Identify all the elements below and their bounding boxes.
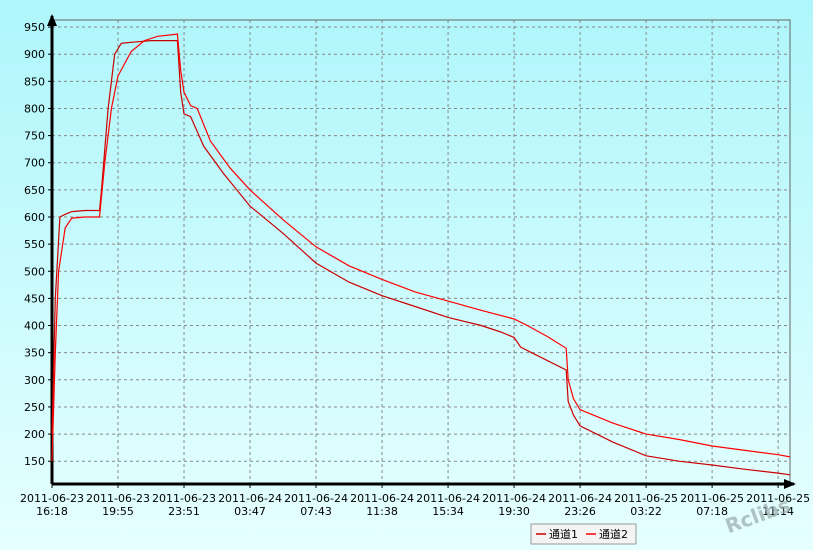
tick-label-line: 2011-06-24 xyxy=(548,492,612,505)
tick-label-line: 15:34 xyxy=(432,505,464,518)
x-tick-label: 2011-06-23 23:51 xyxy=(152,492,216,518)
data-line xyxy=(51,40,791,476)
tick-label-line: 2011-06-25 xyxy=(746,492,810,505)
x-tick-label: 2011-06-23 19:55 xyxy=(86,492,150,518)
tick-label-line: 2011-06-24 xyxy=(350,492,414,505)
tick-label-line: 2011-06-23 xyxy=(20,492,84,505)
x-axis-arrow xyxy=(784,479,796,489)
tick-label-line: 2011-06-24 xyxy=(284,492,348,505)
tick-label-line: 2011-06-25 xyxy=(680,492,744,505)
tick-label-line: 2011-06-25 xyxy=(614,492,678,505)
tick-label-line: 03:22 xyxy=(630,505,662,518)
y-tick-label: 350 xyxy=(24,347,45,360)
tick-label-line: 11:38 xyxy=(366,505,398,518)
y-tick-label: 900 xyxy=(24,48,45,61)
y-tick-label: 300 xyxy=(24,374,45,387)
y-axis-arrow xyxy=(47,14,57,26)
x-tick-label: 2011-06-24 23:26 xyxy=(548,492,612,518)
tick-label-line: 07:43 xyxy=(300,505,332,518)
x-tick-label: 2011-06-25 03:22 xyxy=(614,492,678,518)
tick-label-line: 11:14 xyxy=(762,505,794,518)
y-tick-label: 150 xyxy=(24,455,45,468)
y-tick-label: 450 xyxy=(24,292,45,305)
y-tick-label: 400 xyxy=(24,320,45,333)
y-tick-label: 600 xyxy=(24,211,45,224)
legend-box xyxy=(530,523,637,545)
tick-label-line: 23:51 xyxy=(168,505,200,518)
x-tick-label: 2011-06-25 07:18 xyxy=(680,492,744,518)
tick-label-line: 07:18 xyxy=(696,505,728,518)
y-tick-label: 550 xyxy=(24,238,45,251)
data-line xyxy=(51,33,791,462)
y-tick-label: 650 xyxy=(24,184,45,197)
x-tick-label: 2011-06-24 11:38 xyxy=(350,492,414,518)
legend-label: 通道1 xyxy=(549,527,578,541)
y-tick-label: 750 xyxy=(24,130,45,143)
tick-label-line: 19:30 xyxy=(498,505,530,518)
x-tick-label: 2011-06-24 03:47 xyxy=(218,492,282,518)
x-tick-label: 2011-06-24 19:30 xyxy=(482,492,546,518)
tick-label-line: 19:55 xyxy=(102,505,134,518)
x-tick-label: 2011-06-24 07:43 xyxy=(284,492,348,518)
y-tick-label: 850 xyxy=(24,75,45,88)
tick-label-line: 2011-06-24 xyxy=(218,492,282,505)
tick-label-line: 23:26 xyxy=(564,505,596,518)
y-tick-label: 700 xyxy=(24,157,45,170)
y-tick-label: 950 xyxy=(24,21,45,34)
tick-label-line: 2011-06-24 xyxy=(416,492,480,505)
tick-label-line: 16:18 xyxy=(36,505,68,518)
x-tick-label: 2011-06-24 15:34 xyxy=(416,492,480,518)
x-tick-label: 2011-06-25 11:14 xyxy=(746,492,810,518)
y-tick-label: 250 xyxy=(24,401,45,414)
tick-label-line: 2011-06-23 xyxy=(152,492,216,505)
tick-label-line: 2011-06-24 xyxy=(482,492,546,505)
y-tick-label: 200 xyxy=(24,428,45,441)
y-tick-label: 800 xyxy=(24,102,45,115)
x-tick-label: 2011-06-23 16:18 xyxy=(20,492,84,518)
tick-label-line: 2011-06-23 xyxy=(86,492,150,505)
tick-label-line: 03:47 xyxy=(234,505,266,518)
y-tick-label: 500 xyxy=(24,265,45,278)
legend-label: 通道2 xyxy=(599,527,628,541)
